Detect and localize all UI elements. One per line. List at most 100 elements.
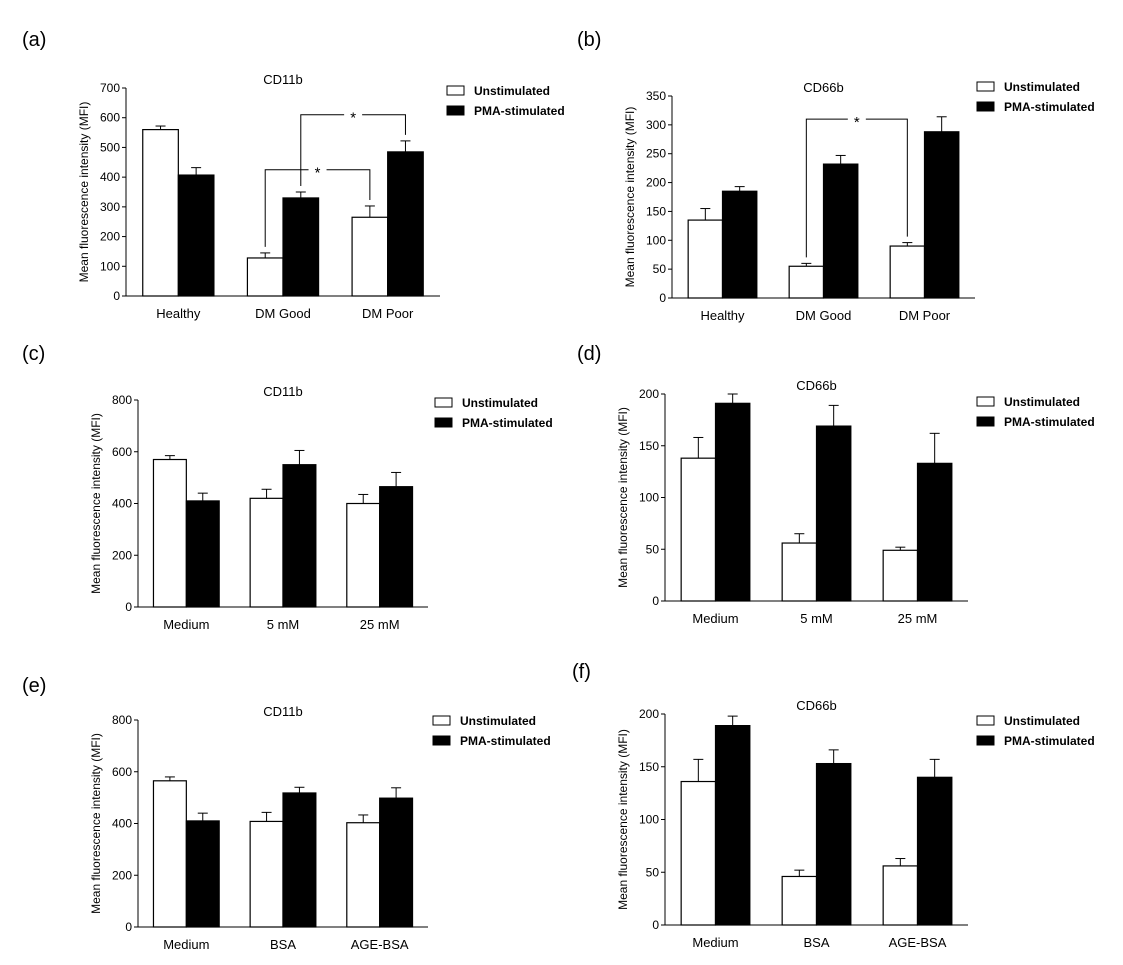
- y-tick-label: 200: [639, 707, 659, 721]
- legend-swatch: [432, 715, 451, 726]
- panel-b: (b) CD66b Mean fluorescence intensity (MFI…: [577, 29, 1095, 323]
- y-tick-label: 300: [646, 118, 666, 132]
- bar-unstimulated: [249, 497, 284, 608]
- significance-star: *: [315, 165, 321, 182]
- significance-gap: [847, 113, 866, 126]
- legend-swatch: [976, 101, 995, 112]
- panel-label: (d): [577, 343, 601, 365]
- y-tick-label: 200: [100, 230, 120, 244]
- bar-unstimulated: [680, 780, 717, 926]
- y-tick-label: 150: [646, 204, 666, 218]
- x-tick-label: AGE-BSA: [351, 937, 409, 952]
- y-tick-label: 0: [113, 289, 120, 303]
- y-tick-label: 400: [112, 817, 132, 831]
- panel-c: (c) CD11b Mean fluorescence intensity (MFI…: [22, 343, 553, 632]
- y-tick-label: 200: [646, 176, 666, 190]
- y-tick-label: 100: [639, 813, 659, 827]
- bar-pma-stimulated: [721, 190, 758, 299]
- legend-swatch: [434, 397, 453, 408]
- chart-title: CD66b: [803, 80, 843, 95]
- bar-unstimulated: [346, 502, 381, 608]
- panel-f: (f) CD66b Mean fluorescence intensity (MFI…: [572, 661, 1095, 950]
- y-tick-label: 800: [112, 713, 132, 727]
- y-tick-label: 0: [652, 594, 659, 608]
- legend-swatch: [446, 85, 465, 96]
- legend-label: PMA-stimulated: [1004, 415, 1095, 429]
- y-tick-label: 400: [112, 497, 132, 511]
- y-tick-label: 150: [639, 760, 659, 774]
- legend-label: Unstimulated: [462, 396, 538, 410]
- y-axis-label: Mean fluorescence intensity (MFI): [77, 102, 91, 283]
- legend-label: PMA-stimulated: [460, 734, 551, 748]
- x-tick-label: DM Poor: [362, 306, 414, 321]
- y-tick-label: 0: [125, 920, 132, 934]
- y-tick-label: 600: [112, 765, 132, 779]
- y-tick-label: 100: [639, 491, 659, 505]
- legend-label: Unstimulated: [1004, 80, 1080, 94]
- bar-pma-stimulated: [379, 486, 414, 608]
- y-axis-label: Mean fluorescence intensity (MFI): [616, 407, 630, 588]
- bar-unstimulated: [889, 245, 926, 299]
- y-tick-label: 150: [639, 439, 659, 453]
- x-tick-label: 25 mM: [360, 617, 400, 632]
- bar-pma-stimulated: [916, 776, 953, 926]
- bar-pma-stimulated: [923, 131, 960, 299]
- y-tick-label: 50: [653, 262, 667, 276]
- legend-swatch: [976, 81, 995, 92]
- bar-pma-stimulated: [177, 174, 215, 297]
- y-tick-label: 600: [112, 445, 132, 459]
- x-tick-label: DM Poor: [899, 308, 951, 323]
- y-axis-label: Mean fluorescence intensity (MFI): [623, 107, 637, 288]
- bar-unstimulated: [788, 265, 825, 299]
- bar-pma-stimulated: [282, 464, 317, 608]
- bar-unstimulated: [346, 822, 381, 928]
- bar-unstimulated: [249, 820, 284, 928]
- y-tick-label: 200: [112, 548, 132, 562]
- y-tick-label: 250: [646, 147, 666, 161]
- chart-title: CD66b: [796, 698, 836, 713]
- y-axis-label: Mean fluorescence intensity (MFI): [89, 413, 103, 594]
- legend-label: Unstimulated: [1004, 714, 1080, 728]
- x-tick-label: Medium: [692, 611, 738, 626]
- legend-swatch: [446, 105, 465, 116]
- legend-swatch: [976, 735, 995, 746]
- y-tick-label: 0: [652, 918, 659, 932]
- x-tick-label: Medium: [163, 617, 209, 632]
- x-tick-label: Healthy: [156, 306, 201, 321]
- panel-label: (e): [22, 675, 46, 697]
- x-tick-label: 5 mM: [267, 617, 300, 632]
- chart-title: CD66b: [796, 378, 836, 393]
- chart-title: CD11b: [263, 384, 303, 399]
- legend-label: Unstimulated: [460, 714, 536, 728]
- y-axis-label: Mean fluorescence intensity (MFI): [616, 729, 630, 910]
- x-tick-label: 25 mM: [898, 611, 938, 626]
- legend-swatch: [976, 416, 995, 427]
- bar-pma-stimulated: [185, 500, 220, 608]
- y-tick-label: 100: [646, 233, 666, 247]
- bar-unstimulated: [882, 549, 919, 602]
- y-tick-label: 700: [100, 81, 120, 95]
- bar-pma-stimulated: [185, 820, 220, 928]
- bar-pma-stimulated: [822, 163, 859, 299]
- legend-swatch: [432, 735, 451, 746]
- bar-unstimulated: [781, 542, 818, 602]
- bar-unstimulated: [882, 865, 919, 926]
- x-tick-label: Medium: [692, 935, 738, 950]
- bar-unstimulated: [781, 875, 818, 926]
- significance-star: *: [854, 114, 860, 131]
- legend-swatch: [434, 417, 453, 428]
- x-tick-label: 5 mM: [800, 611, 833, 626]
- x-tick-label: DM Good: [796, 308, 852, 323]
- panel-label: (f): [572, 661, 591, 683]
- y-tick-label: 200: [112, 868, 132, 882]
- bar-unstimulated: [152, 458, 187, 608]
- y-tick-label: 500: [100, 140, 120, 154]
- panel-label: (b): [577, 29, 601, 51]
- bar-unstimulated: [680, 457, 717, 602]
- bar-pma-stimulated: [916, 462, 953, 602]
- bar-pma-stimulated: [282, 197, 320, 297]
- x-tick-label: BSA: [803, 935, 829, 950]
- panel-e: (e) CD11b Mean fluorescence intensity (MFI…: [22, 675, 551, 952]
- bar-unstimulated: [142, 129, 179, 297]
- legend-label: PMA-stimulated: [474, 104, 565, 118]
